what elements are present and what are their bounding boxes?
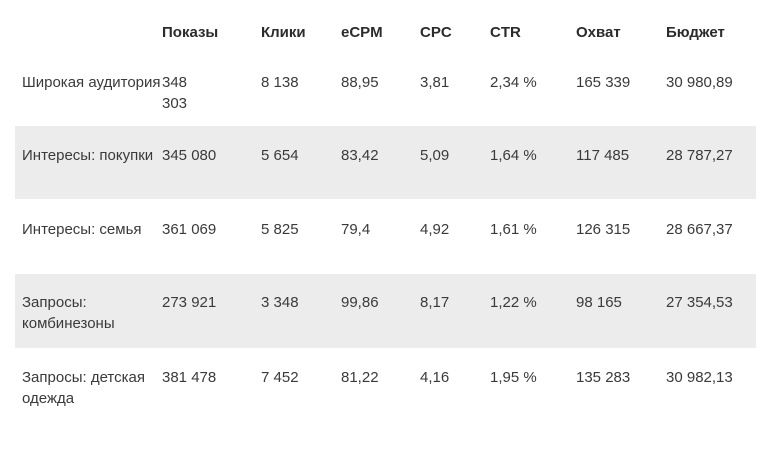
table-row: Широкая аудитория 348 303 8 138 88,95 3,… [15, 54, 756, 126]
cell-segment: Запросы: детская одежда [22, 369, 145, 407]
header-cell-ctr: CTR [490, 24, 521, 41]
cell-impressions: 381 478 [162, 369, 217, 386]
cell-impressions: 273 921 [162, 274, 261, 348]
cell-budget: 28 667,37 [666, 221, 733, 238]
cell-ctr: 1,22 % [490, 274, 576, 348]
cell-impressions: 348 303 [162, 54, 261, 126]
cell-impressions-value: 348 303 [162, 74, 188, 112]
cell-ecpm: 88,95 [341, 74, 379, 91]
cell-segment: Интересы: покупки [15, 126, 162, 199]
table-row: Запросы: детская одежда 381 478 7 452 81… [15, 348, 756, 431]
cell-segment: Широкая аудитория [22, 74, 161, 91]
cell-clicks: 5 825 [261, 221, 299, 238]
cell-impressions: 345 080 [162, 126, 261, 199]
cell-ctr: 1,95 % [490, 369, 537, 386]
cell-clicks: 5 654 [261, 126, 341, 199]
cell-reach: 117 485 [576, 126, 666, 199]
table-row: Интересы: покупки 345 080 5 654 83,42 5,… [15, 126, 756, 199]
cell-segment: Интересы: семья [22, 221, 142, 238]
cell-reach: 165 339 [576, 74, 631, 91]
cell-budget: 27 354,53 [666, 274, 756, 348]
header-row: Показы Клики eCPM CPC CTR Охват Бюджет [15, 11, 756, 54]
cell-budget: 30 982,13 [666, 369, 733, 386]
cell-impressions: 361 069 [162, 221, 217, 238]
header-cell-ecpm: eCPM [341, 24, 383, 41]
header-cell-clicks: Клики [261, 24, 306, 41]
cell-ctr: 2,34 % [490, 74, 537, 91]
campaign-stats-table: Показы Клики eCPM CPC CTR Охват Бюджет Ш… [15, 11, 756, 431]
cell-ecpm: 99,86 [341, 274, 420, 348]
cell-ctr: 1,64 % [490, 126, 576, 199]
cell-reach: 98 165 [576, 274, 666, 348]
header-cell-impressions: Показы [162, 24, 219, 41]
cell-cpc: 4,92 [420, 221, 450, 238]
cell-cpc: 8,17 [420, 274, 490, 348]
cell-reach: 126 315 [576, 221, 631, 238]
cell-clicks: 8 138 [261, 74, 299, 91]
cell-budget: 30 980,89 [666, 74, 733, 91]
header-cell-budget: Бюджет [666, 24, 725, 41]
cell-clicks: 3 348 [261, 274, 341, 348]
cell-segment: Запросы: комбинезоны [15, 274, 162, 348]
cell-ecpm: 81,22 [341, 369, 379, 386]
table-row: Запросы: комбинезоны 273 921 3 348 99,86… [15, 274, 756, 348]
header-cell-segment [15, 11, 162, 54]
cell-cpc: 4,16 [420, 369, 450, 386]
cell-cpc: 3,81 [420, 74, 450, 91]
cell-budget: 28 787,27 [666, 126, 756, 199]
cell-ecpm: 83,42 [341, 126, 420, 199]
cell-ctr: 1,61 % [490, 221, 537, 238]
cell-clicks: 7 452 [261, 369, 299, 386]
cell-reach: 135 283 [576, 369, 631, 386]
cell-ecpm: 79,4 [341, 221, 371, 238]
table-row: Интересы: семья 361 069 5 825 79,4 4,92 … [15, 199, 756, 274]
header-cell-reach: Охват [576, 24, 621, 41]
header-cell-cpc: CPC [420, 24, 452, 41]
cell-cpc: 5,09 [420, 126, 490, 199]
